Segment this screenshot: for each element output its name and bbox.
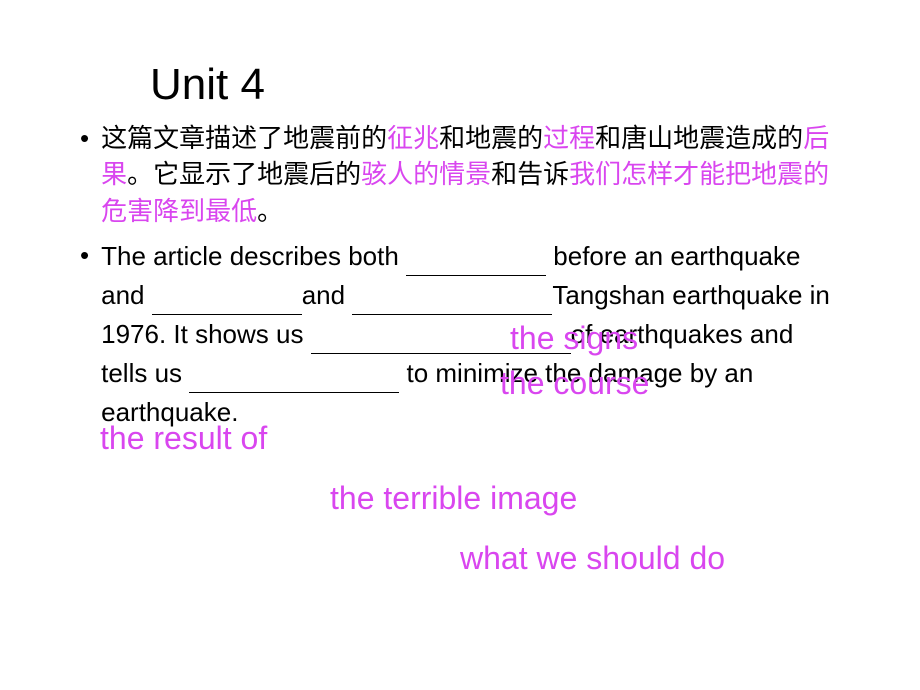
english-paragraph: The article describes both before an ear… bbox=[101, 237, 840, 432]
answer-whatdo: what we should do bbox=[460, 540, 725, 577]
blank-1 bbox=[406, 275, 546, 276]
chinese-paragraph-row: • 这篇文章描述了地震前的征兆和地震的过程和唐山地震造成的后果。它显示了地震后的… bbox=[80, 120, 840, 229]
english-paragraph-row: • The article describes both before an e… bbox=[80, 237, 840, 432]
blank-3 bbox=[352, 314, 552, 315]
cn-highlight: 过程 bbox=[543, 123, 595, 153]
cn-highlight: 征兆 bbox=[387, 123, 439, 153]
cn-seg: 这篇文章描述了地震前的 bbox=[101, 123, 387, 153]
cn-highlight: 骇人的情景 bbox=[361, 159, 491, 189]
answer-result: the result of bbox=[100, 420, 267, 457]
cn-seg: 和告诉 bbox=[491, 159, 569, 189]
answer-course: the course bbox=[500, 365, 649, 402]
blank-5 bbox=[189, 392, 399, 393]
slide-container: Unit 4 • 这篇文章描述了地震前的征兆和地震的过程和唐山地震造成的后果。它… bbox=[0, 0, 920, 690]
answer-image: the terrible image bbox=[330, 480, 577, 517]
answer-signs: the signs bbox=[510, 320, 638, 357]
cn-seg: 和地震的 bbox=[439, 123, 543, 153]
cn-seg: 。它显示了地震后的 bbox=[127, 159, 361, 189]
en-seg: The article describes both bbox=[101, 241, 406, 271]
slide-title: Unit 4 bbox=[150, 60, 840, 110]
bullet-dot: • bbox=[80, 237, 89, 273]
en-seg: and bbox=[302, 280, 353, 310]
bullet-dot: • bbox=[80, 120, 89, 156]
en-seg: to minimize the damage by an earthquake. bbox=[101, 358, 753, 427]
chinese-paragraph: 这篇文章描述了地震前的征兆和地震的过程和唐山地震造成的后果。它显示了地震后的骇人… bbox=[101, 120, 840, 229]
blank-2 bbox=[152, 314, 302, 315]
cn-seg: 。 bbox=[257, 196, 283, 226]
cn-seg: 和唐山地震造成的 bbox=[595, 123, 803, 153]
